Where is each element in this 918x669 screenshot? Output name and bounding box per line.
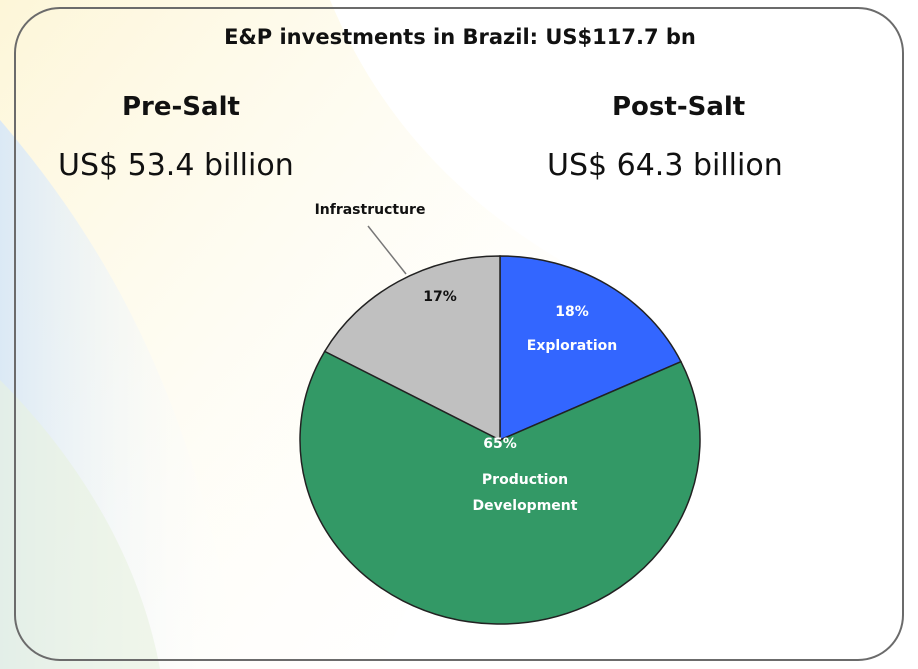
- slice-percent: 17%: [423, 289, 457, 305]
- frame: [14, 7, 904, 661]
- pie-slice: [299, 350, 701, 625]
- annotation-heading: Post-Salt: [612, 92, 746, 122]
- chart-title: E&P investments in Brazil: US$117.7 bn: [224, 25, 696, 49]
- pie-slice: [323, 255, 501, 442]
- leader-line: [367, 225, 407, 275]
- slice-label: Exploration: [526, 338, 618, 354]
- annotation-text: US$ 64.3 billion: [547, 148, 783, 183]
- slice-label: Infrastructure: [314, 202, 426, 218]
- slice-percent: 65%: [483, 436, 517, 452]
- slice-label: Production Development: [472, 472, 578, 514]
- annotation-heading: Pre-Salt: [122, 92, 240, 122]
- annotation-text: US$ 53.4 billion: [58, 148, 294, 183]
- pie-slice: [499, 255, 682, 442]
- background-swoosh: [0, 380, 160, 669]
- slice-percent: 18%: [555, 304, 589, 320]
